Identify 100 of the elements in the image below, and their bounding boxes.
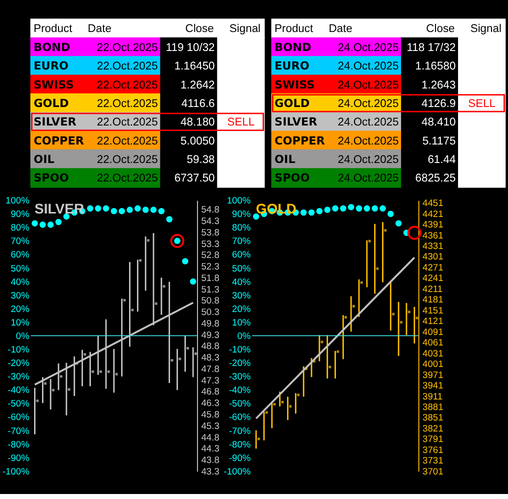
text: 22.Oct.2025 <box>96 79 158 92</box>
text: 22.Oct.2025 <box>96 42 158 54</box>
text: 24.Oct.2025 <box>338 79 399 92</box>
y2-tick-label: 4241 <box>422 273 444 284</box>
y2-tick-label: 52.8 <box>201 250 220 260</box>
text: 1.2643 <box>421 79 456 92</box>
category-label: SPOO <box>274 172 310 185</box>
y-tick-label: -20% <box>8 358 30 368</box>
text: Date <box>328 23 352 36</box>
y2-tick-label: 4301 <box>422 252 444 262</box>
category-label: SPOO <box>34 172 69 185</box>
y2-tick-label: 4361 <box>422 230 444 240</box>
y2-tick-label: 54.8 <box>201 204 220 215</box>
text: 119 10/32 <box>166 42 215 54</box>
y-tick-label: -20% <box>228 358 251 368</box>
text: Product <box>34 23 74 36</box>
text: 24.Oct.2025 <box>338 98 399 110</box>
text: Signal <box>470 23 502 36</box>
y-tick-label: 40% <box>232 276 251 287</box>
text: 6737.50 <box>174 172 215 185</box>
y2-tick-label: 3911 <box>422 391 443 402</box>
y2-tick-label: 49.3 <box>201 330 220 340</box>
category-label: COPPER <box>274 134 326 148</box>
y-tick-label: -40% <box>228 385 251 396</box>
y2-tick-label: 4271 <box>422 262 444 272</box>
y-tick-label: 90% <box>10 209 30 220</box>
text: SELL <box>227 116 255 129</box>
category-label: BOND <box>274 40 312 54</box>
y-tick-label: 40% <box>10 276 30 287</box>
category-label: SILVER <box>34 116 77 129</box>
y2-tick-label: 4181 <box>422 294 444 305</box>
y2-tick-label: 4091 <box>422 326 444 337</box>
text: Close <box>185 23 214 36</box>
y-tick-label: 10% <box>10 317 30 328</box>
y-tick-label: 100% <box>6 196 30 206</box>
y-tick-label: 80% <box>10 222 30 233</box>
y2-tick-label: 53.8 <box>201 227 220 238</box>
text: 59.38 <box>186 154 215 166</box>
y2-tick-label: 4151 <box>422 305 444 316</box>
text: 5.1175 <box>422 135 456 148</box>
y2-tick-label: 4211 <box>422 284 443 294</box>
y2-tick-label: 3941 <box>422 380 444 391</box>
y2-tick-label: 3971 <box>422 370 444 380</box>
y-tick-label: 100% <box>226 196 251 206</box>
text: 22.Oct.2025 <box>96 98 158 110</box>
y-tick-label: -70% <box>228 426 251 436</box>
y2-tick-label: 46.8 <box>201 386 220 397</box>
category-label: SWISS <box>34 78 74 92</box>
y2-tick-label: 50.8 <box>201 296 220 306</box>
text: 118 17/32 <box>406 42 456 54</box>
y2-tick-label: 3881 <box>422 402 444 412</box>
y-tick-label: -10% <box>8 344 30 355</box>
y2-tick-label: 53.3 <box>201 238 220 249</box>
text: 22.Oct.2025 <box>96 135 158 148</box>
chart-title: SILVER <box>34 200 84 216</box>
y-tick-label: -10% <box>228 344 251 355</box>
y2-tick-label: 4391 <box>422 220 444 230</box>
y2-tick-label: 43.3 <box>201 466 220 476</box>
y-tick-label: -70% <box>8 426 30 436</box>
y2-tick-label: 3821 <box>422 423 444 434</box>
y2-tick-label: 3701 <box>422 466 444 476</box>
text: 22.Oct.2025 <box>96 154 158 166</box>
y2-tick-label: 46.3 <box>201 398 220 408</box>
text: 4126.9 <box>421 98 456 110</box>
y2-tick-label: 3761 <box>422 444 444 455</box>
y-tick-label: 60% <box>232 250 251 260</box>
text: 24.Oct.2025 <box>338 154 399 166</box>
y-tick-label: 90% <box>232 209 251 220</box>
text: 24.Oct.2025 <box>338 116 399 129</box>
y2-tick-label: 47.3 <box>201 375 220 386</box>
y2-tick-label: 44.3 <box>201 444 220 454</box>
category-label: BOND <box>34 40 70 54</box>
y2-tick-label: 45.8 <box>201 409 220 420</box>
text: 48.180 <box>180 116 215 129</box>
y-tick-label: -100% <box>2 466 30 476</box>
text: 24.Oct.2025 <box>338 42 399 54</box>
text: 1.16450 <box>174 60 215 73</box>
y-tick-label: 20% <box>232 304 251 314</box>
text: 22.Oct.2025 <box>96 60 158 73</box>
y-tick-label: 30% <box>232 290 251 300</box>
text: 4116.6 <box>181 98 215 110</box>
y2-tick-label: 4121 <box>422 316 444 326</box>
y2-tick-label: 4001 <box>422 359 444 370</box>
text: 48.410 <box>421 116 456 129</box>
y-tick-label: 0% <box>237 330 251 341</box>
text: 6825.25 <box>415 172 456 185</box>
text: Product <box>274 23 314 36</box>
y-tick-label: -100% <box>224 466 251 476</box>
y2-tick-label: 3731 <box>422 456 444 466</box>
y2-tick-label: 48.3 <box>201 352 220 363</box>
category-label: EURO <box>274 60 310 73</box>
y-tick-label: -30% <box>8 372 30 382</box>
category-label: GOLD <box>34 96 69 110</box>
category-label: COPPER <box>34 134 84 148</box>
y-tick-label: -90% <box>8 452 30 463</box>
category-label: SILVER <box>274 116 318 129</box>
text: 1.2642 <box>180 79 215 92</box>
y-tick-label: 70% <box>10 236 30 246</box>
y-tick-label: -80% <box>228 439 251 450</box>
text: Close <box>426 23 455 36</box>
